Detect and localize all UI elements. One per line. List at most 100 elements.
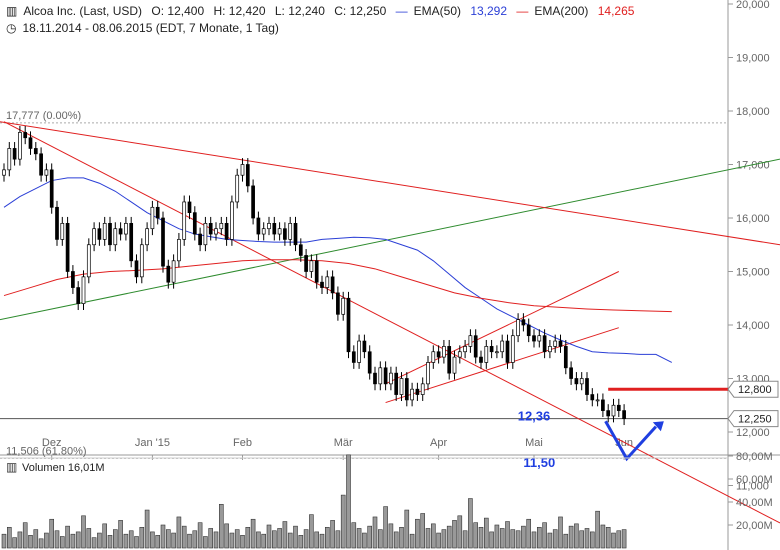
candle-body [585, 378, 589, 395]
chart-title: Alcoa Inc. (Last, USD) [23, 4, 143, 18]
candle-body [12, 148, 17, 160]
price-tag-label: 12,800 [738, 384, 772, 396]
price-tag-box [727, 410, 779, 428]
candle-body [320, 281, 324, 288]
volume-bar [155, 535, 160, 549]
candle-body [579, 378, 584, 385]
volume-bar [266, 524, 272, 549]
candle-body [447, 346, 452, 374]
candle-body [367, 351, 372, 374]
volume-bar [298, 535, 304, 549]
candle-body [611, 404, 616, 417]
volume-tick-label: 80,00M [736, 451, 773, 463]
volume-bar [59, 536, 65, 549]
volume-bar [510, 529, 516, 549]
candle-body [187, 201, 192, 213]
candle-body [277, 228, 282, 235]
red-upper-trend-line [0, 121, 780, 246]
candle-body [357, 340, 361, 363]
volume-bar [287, 532, 293, 549]
candle-body [7, 148, 12, 171]
candle-body [542, 335, 547, 353]
volume-bar [436, 532, 441, 549]
x-tick-label: Dez [42, 437, 62, 449]
ema200-legend-line-icon: — [516, 4, 529, 18]
volume-label: Volumen 16,01M [22, 462, 105, 474]
candle-body [394, 372, 399, 395]
volume-bar [526, 518, 532, 549]
volume-bar [346, 454, 351, 549]
volume-bar [176, 516, 182, 549]
candle-body [574, 378, 579, 385]
candle-body [55, 206, 59, 240]
ema200-label: EMA(200) [534, 4, 589, 18]
volume-bar [340, 494, 346, 549]
candle-body [558, 340, 563, 347]
volume-bar [399, 526, 404, 549]
volume-bar [494, 524, 500, 549]
price-tag-label: 12,250 [738, 414, 772, 426]
volume-bar [123, 533, 129, 549]
volume-bar [483, 517, 489, 549]
candle-body [49, 169, 54, 208]
candle-body [65, 223, 70, 272]
volume-bar [277, 528, 282, 549]
volume-bar [478, 526, 484, 549]
candle-body [341, 297, 346, 315]
volume-bar [457, 515, 463, 549]
volume-bar [452, 520, 457, 549]
candle-body [28, 137, 33, 149]
candle-body [256, 217, 261, 235]
x-tick-label: Apr [430, 437, 447, 449]
volume-bar [234, 529, 240, 549]
candle-body [457, 351, 462, 358]
volume-bar [611, 532, 616, 549]
volume-bar [208, 528, 213, 549]
candle-body [208, 223, 213, 235]
channel-upper-line [385, 271, 620, 385]
volume-bar [17, 531, 23, 549]
candle-body [267, 223, 271, 230]
y-tick-label: 17,000 [736, 160, 770, 172]
candle-body [510, 335, 515, 363]
volume-bar [319, 533, 325, 549]
candle-body [479, 356, 483, 363]
candle-body [298, 244, 303, 256]
volume-bar [33, 529, 39, 549]
candle-body [283, 228, 287, 240]
candle-body [71, 271, 75, 288]
candle-body [118, 228, 123, 235]
candle-body [415, 388, 420, 395]
candle-body [410, 388, 414, 401]
volume-bar [404, 509, 410, 549]
candle-body [500, 340, 505, 353]
volume-bar [468, 498, 473, 549]
volume-bar [91, 537, 97, 549]
candle-body [171, 260, 176, 283]
candle-body [373, 372, 377, 385]
volume-bar [415, 518, 420, 549]
candle-body [389, 372, 393, 385]
volume-bar [271, 530, 277, 549]
candle-body [2, 169, 6, 176]
volume-bar [605, 526, 611, 549]
volume-bar [409, 533, 415, 549]
candle-body [351, 351, 356, 363]
bar-chart-icon: ▥ [6, 4, 18, 18]
volume-bar [330, 520, 335, 549]
volume-bar [393, 531, 399, 549]
volume-bar [44, 532, 49, 549]
volume-bar [324, 526, 330, 549]
candle-body [272, 223, 277, 235]
volume-bar [113, 529, 118, 549]
volume-bar [49, 518, 55, 549]
volume-bar [531, 531, 537, 549]
volume-bar [377, 529, 383, 549]
candle-body [166, 265, 171, 283]
candle-body [198, 233, 202, 246]
price-tag-box [727, 380, 779, 398]
x-tick-label: Mär [334, 437, 353, 449]
volume-bar [425, 528, 431, 549]
volume-bar [542, 522, 547, 549]
